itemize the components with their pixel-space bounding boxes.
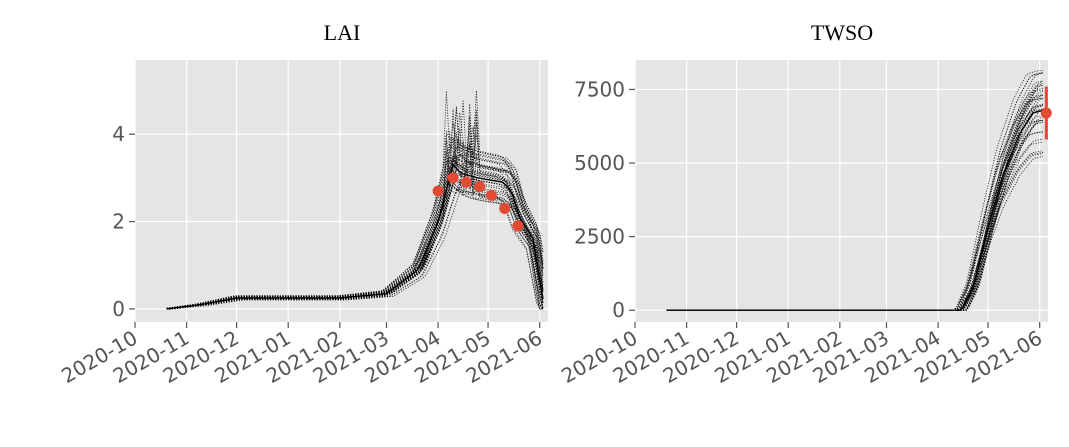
lai-obs-point: [485, 189, 497, 201]
lai-panel: LAI 2020-102020-112020-122021-012021-022…: [57, 20, 548, 388]
lai-ensemble-member: [166, 144, 544, 310]
lai-ytick-label: 0: [112, 297, 125, 321]
twso-ytick-label: 2500: [574, 225, 625, 249]
twso-ytick-label: 5000: [574, 151, 625, 175]
lai-ensemble-member: [166, 146, 544, 310]
lai-obs-point: [512, 220, 524, 232]
twso-obs-point: [1040, 107, 1052, 119]
lai-ensemble-member: [166, 139, 544, 310]
lai-ytick-label: 4: [112, 122, 125, 146]
twso-ensemble-median: [666, 109, 1044, 311]
lai-ensemble-median: [166, 163, 544, 310]
twso-title: TWSO: [811, 20, 873, 45]
lai-observations: [432, 172, 524, 232]
lai-obs-point: [460, 176, 472, 188]
lai-grid: [134, 60, 548, 322]
lai-obs-point: [432, 185, 444, 197]
twso-ytick-label: 0: [612, 298, 625, 322]
lai-ensemble-member: [166, 142, 544, 310]
lai-title: LAI: [324, 20, 361, 45]
lai-obs-point: [499, 202, 511, 214]
lai-ensemble-member: [166, 103, 544, 309]
lai-obs-point: [447, 172, 459, 184]
lai-obs-point: [474, 181, 486, 193]
lai-ensemble-member: [166, 127, 543, 310]
lai-ensemble-member: [166, 191, 544, 310]
lai-ensemble-member: [166, 90, 544, 309]
lai-ensemble-member: [166, 155, 544, 310]
lai-ensemble-member: [166, 153, 544, 310]
lai-ensemble-member: [166, 116, 544, 310]
lai-plot-area: [135, 60, 548, 322]
twso-plot-area: [635, 60, 1048, 322]
twso-ensemble: [666, 70, 1044, 311]
twso-ytick-label: 7500: [574, 77, 625, 101]
twso-observations: [1040, 86, 1052, 140]
twso-panel: TWSO 2020-102020-112020-122021-012021-02…: [557, 20, 1052, 388]
lai-ytick-label: 2: [112, 210, 125, 234]
lai-ensemble: [166, 90, 544, 310]
